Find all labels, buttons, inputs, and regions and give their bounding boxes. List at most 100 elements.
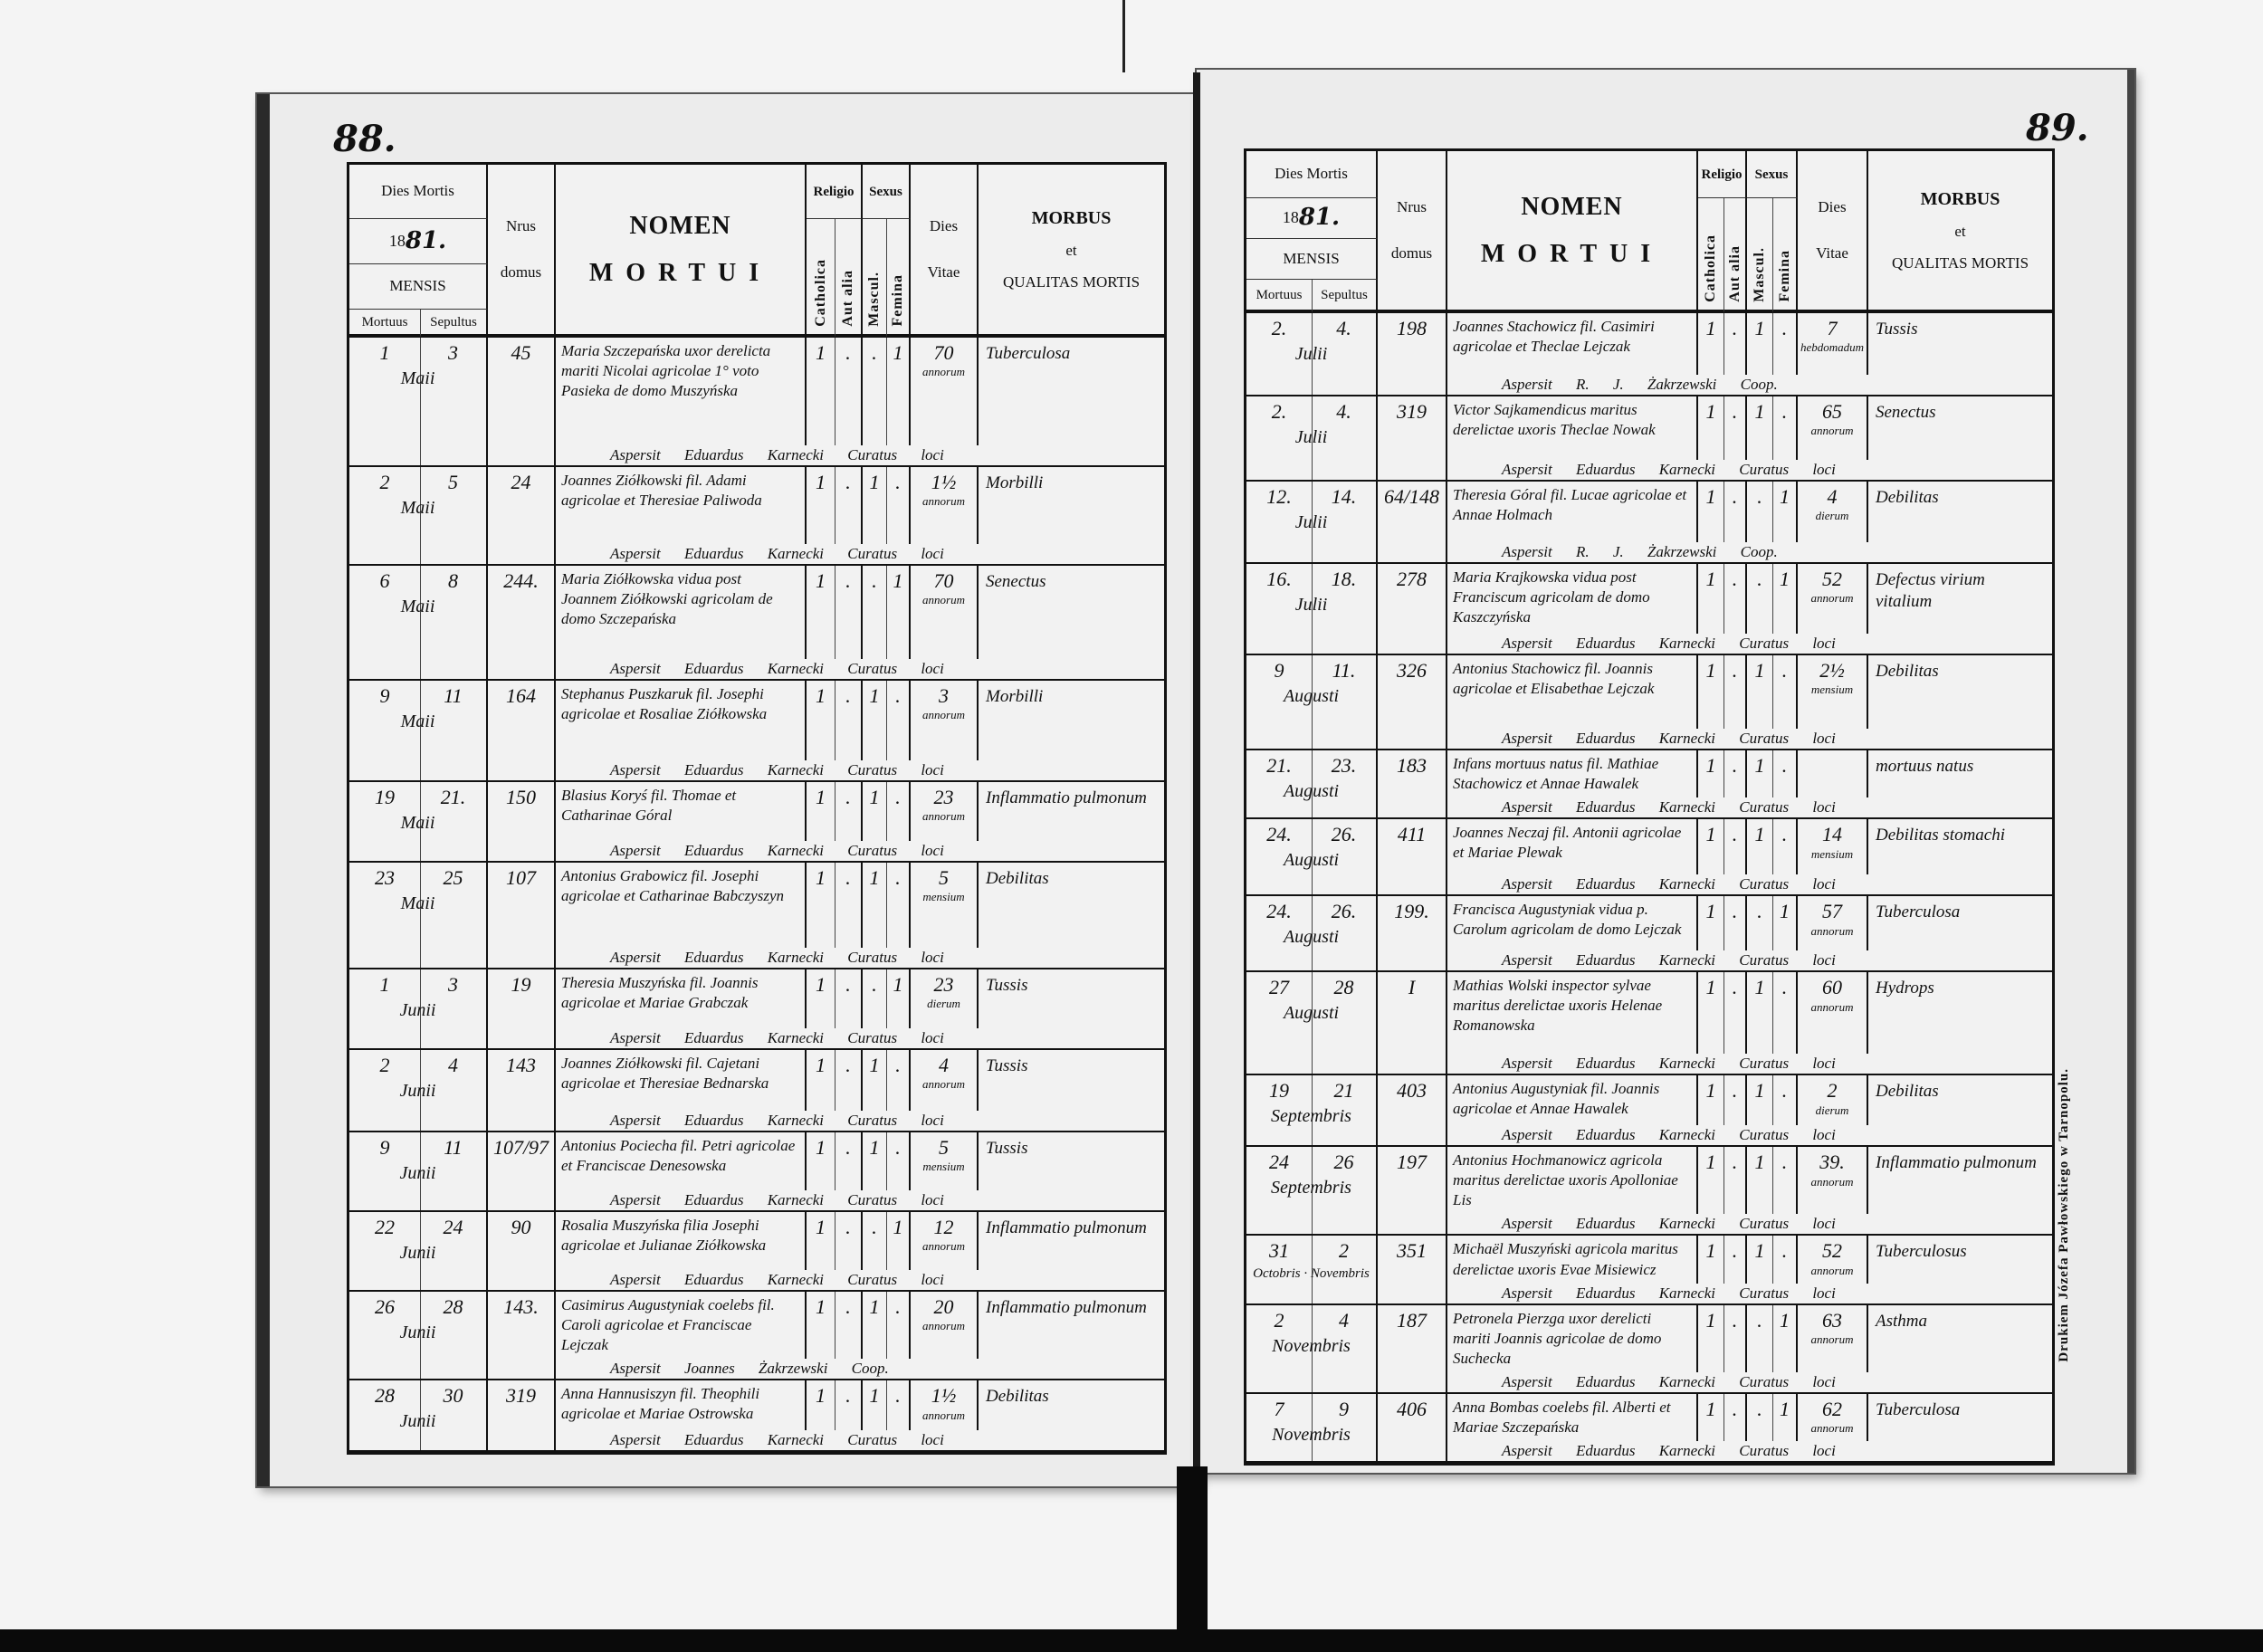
date-days: 24 26 <box>1246 1147 1376 1174</box>
header-dies-mortis: Dies Mortis <box>1246 151 1378 198</box>
death-month: Augusti <box>1283 781 1340 801</box>
priest-signature: Aspersit Eduardus Karnecki Curatus loci <box>556 1111 1164 1132</box>
religio-aut-alia: . <box>1724 396 1747 460</box>
religio-aut-alia: . <box>835 467 863 544</box>
priest-signature: Aspersit Eduardus Karnecki Curatus loci <box>1447 1441 2052 1464</box>
deceased-name: Maria Krajkowska vidua post Franciscum a… <box>1447 564 1698 634</box>
age-value: 5 <box>939 866 949 889</box>
date-days: 24. 26. <box>1246 896 1376 923</box>
sexus-femina: 1 <box>1773 896 1798 951</box>
sexus-femina: . <box>887 863 911 948</box>
sepultus-day: 26. <box>1331 823 1357 846</box>
religio-catholica: 1 <box>1698 819 1724 875</box>
priest-signature: Aspersit Eduardus Karnecki Curatus loci <box>1447 729 2052 750</box>
cause-of-death: Morbilli <box>986 473 1044 492</box>
death-month: Augusti <box>1283 850 1340 871</box>
header-vitae: Vitae <box>1816 244 1848 262</box>
sepultus-day: 28 <box>443 1295 463 1318</box>
death-month: Maii <box>400 893 435 913</box>
sexus-femina: 1 <box>1773 1393 1798 1442</box>
sexus-mascul: 1 <box>863 467 887 544</box>
cause-of-death: Tuberculosus <box>1876 1242 1967 1262</box>
deceased-name: Maria Ziółkowska vidua post Joannem Ziół… <box>556 566 807 659</box>
dies-vitae: 23 annorum <box>911 782 979 841</box>
religio-catholica: 1 <box>1698 1075 1724 1126</box>
deceased-name: Victor Sajkamendicus maritus derelictae … <box>1447 396 1698 460</box>
house-number: 197 <box>1378 1147 1447 1237</box>
cause-of-death: Tussis <box>1876 320 1918 339</box>
header-mensis: MENSIS <box>349 264 488 310</box>
header-catholica: Catholica <box>1698 198 1724 313</box>
sexus-femina: . <box>1773 819 1798 875</box>
priest-signature: Aspersit Eduardus Karnecki Curatus loci <box>1447 1125 2052 1148</box>
mortuus-day: 2 <box>379 1054 390 1076</box>
dies-vitae: 12 annorum <box>911 1212 979 1270</box>
age-value: 23 <box>933 786 954 808</box>
header-domus: domus <box>500 263 542 281</box>
age-value: 2½ <box>1819 659 1845 682</box>
religio-aut-alia: . <box>835 1292 863 1360</box>
dies-vitae: 2 dierum <box>1798 1075 1868 1126</box>
house-number: 351 <box>1378 1236 1447 1305</box>
dies-vitae: 14 mensium <box>1798 819 1868 875</box>
cause-of-death: Inflammatio pulmonum <box>986 1218 1147 1237</box>
deceased-name: Michaël Muszyński agricola maritus derel… <box>1447 1236 1698 1284</box>
religio-catholica: 1 <box>807 1132 835 1190</box>
religio-aut-alia: . <box>1724 1236 1747 1284</box>
death-month: Julii <box>1294 512 1328 532</box>
religio-aut-alia: . <box>1724 482 1747 542</box>
header-mascul-label: Mascul. <box>866 272 883 327</box>
age-value: 2 <box>1827 1079 1838 1103</box>
date-days: 31 2 <box>1246 1236 1376 1263</box>
sepultus-day: 30 <box>443 1384 463 1408</box>
age-unit: annorum <box>922 1319 965 1333</box>
house-number: 411 <box>1378 819 1447 897</box>
religio-catholica: 1 <box>1698 482 1724 542</box>
date-days: 27 28 <box>1246 972 1376 999</box>
header-year: 18 81. <box>1246 198 1378 239</box>
deceased-name: Joannes Ziółkowski fil. Cajetani agricol… <box>556 1050 807 1111</box>
religio-catholica: 1 <box>1698 655 1724 729</box>
age-value: 52 <box>1822 568 1842 590</box>
sexus-mascul: 1 <box>863 1050 887 1111</box>
dies-vitae: 52 annorum <box>1798 564 1868 634</box>
deceased-name: Mathias Wolski inspector sylvae maritus … <box>1447 972 1698 1055</box>
header-aut-alia-label: Aut alia <box>840 270 856 327</box>
dies-vitae: 65 annorum <box>1798 396 1868 460</box>
sexus-mascul: 1 <box>1747 972 1773 1055</box>
dies-vitae: 39. annorum <box>1798 1147 1868 1215</box>
date-cell: 31 2 Octobris · Novembris <box>1246 1236 1378 1305</box>
sexus-femina: 1 <box>887 566 911 659</box>
house-number: 187 <box>1378 1304 1447 1394</box>
religio-catholica: 1 <box>807 338 835 445</box>
sexus-femina: . <box>1773 655 1798 729</box>
religio-catholica: 1 <box>1698 313 1724 375</box>
date-days: 9 11 <box>349 681 486 708</box>
mortuus-day: 2. <box>1271 317 1287 339</box>
age-unit: annorum <box>922 1408 965 1422</box>
deceased-name: Antonius Pociecha fil. Petri agricolae e… <box>556 1132 807 1190</box>
sexus-mascul: . <box>863 969 887 1028</box>
death-month: Junii <box>399 1243 436 1263</box>
date-cell: 19 21 Septembris <box>1246 1075 1378 1148</box>
printer-imprint: Drukiem Józefa Pawłowskiego w Tarnopolu. <box>2057 1068 2071 1362</box>
dies-vitae: 4 annorum <box>911 1050 979 1111</box>
header-morbus-title: MORBUS <box>1920 189 2000 210</box>
death-month: Septembris <box>1271 1178 1351 1198</box>
date-cell: 2 5 Maii <box>349 467 488 566</box>
year-suffix: 81. <box>1298 204 1341 232</box>
age-value: 63 <box>1822 1308 1842 1332</box>
dies-vitae: 60 annorum <box>1798 972 1868 1055</box>
header-et: et <box>1065 242 1077 260</box>
house-number: 278 <box>1378 564 1447 655</box>
priest-signature: Aspersit Eduardus Karnecki Curatus loci <box>556 948 1164 969</box>
date-days: 24. 26. <box>1246 819 1376 846</box>
sepultus-day: 4. <box>1336 317 1351 339</box>
age-unit: dierum <box>1815 1103 1849 1117</box>
deceased-name: Casimirus Augustyniak coelebs fil. Carol… <box>556 1292 807 1360</box>
death-month: Maii <box>400 813 435 833</box>
dies-vitae: 2½ mensium <box>1798 655 1868 729</box>
mortuus-day: 19 <box>374 786 395 808</box>
death-month: Augusti <box>1283 686 1340 706</box>
